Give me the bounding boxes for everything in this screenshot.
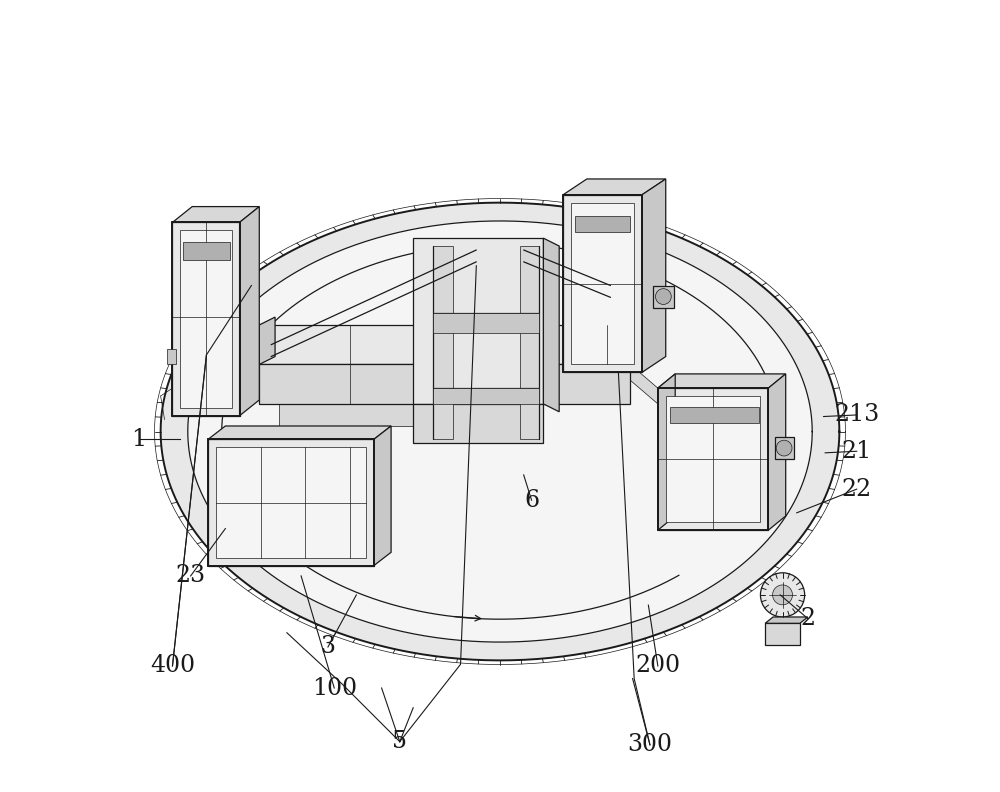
Polygon shape bbox=[775, 437, 794, 459]
Polygon shape bbox=[666, 396, 760, 522]
Polygon shape bbox=[520, 246, 539, 440]
Polygon shape bbox=[563, 341, 630, 360]
Polygon shape bbox=[180, 230, 232, 408]
Text: 1: 1 bbox=[131, 428, 146, 451]
Circle shape bbox=[760, 573, 805, 617]
Polygon shape bbox=[172, 223, 240, 416]
Polygon shape bbox=[658, 374, 786, 388]
Polygon shape bbox=[374, 426, 391, 565]
Text: 23: 23 bbox=[176, 565, 206, 588]
Polygon shape bbox=[433, 313, 539, 333]
Text: 3: 3 bbox=[320, 635, 335, 658]
Polygon shape bbox=[183, 242, 230, 261]
Polygon shape bbox=[563, 195, 642, 372]
Polygon shape bbox=[642, 179, 666, 372]
Polygon shape bbox=[433, 246, 453, 440]
Polygon shape bbox=[765, 617, 808, 623]
Text: 100: 100 bbox=[312, 676, 357, 699]
Polygon shape bbox=[571, 203, 634, 364]
Polygon shape bbox=[259, 325, 630, 364]
Polygon shape bbox=[413, 238, 543, 404]
Polygon shape bbox=[563, 179, 666, 195]
Polygon shape bbox=[167, 348, 176, 364]
Polygon shape bbox=[259, 317, 275, 364]
Polygon shape bbox=[768, 374, 786, 530]
Text: 6: 6 bbox=[524, 489, 539, 512]
Text: 300: 300 bbox=[627, 733, 672, 756]
Text: 22: 22 bbox=[842, 478, 872, 501]
Polygon shape bbox=[658, 374, 675, 530]
Polygon shape bbox=[765, 623, 800, 645]
Polygon shape bbox=[208, 426, 391, 440]
Polygon shape bbox=[208, 440, 374, 565]
Circle shape bbox=[776, 440, 792, 456]
Text: 2: 2 bbox=[800, 607, 815, 630]
Text: 213: 213 bbox=[834, 403, 879, 426]
Polygon shape bbox=[259, 364, 630, 404]
Polygon shape bbox=[543, 238, 559, 412]
Polygon shape bbox=[216, 447, 366, 558]
Text: 21: 21 bbox=[842, 440, 872, 463]
Text: 400: 400 bbox=[150, 654, 195, 677]
Polygon shape bbox=[630, 317, 646, 364]
Polygon shape bbox=[658, 388, 768, 530]
Polygon shape bbox=[670, 407, 759, 423]
Text: 200: 200 bbox=[635, 654, 680, 677]
Polygon shape bbox=[172, 207, 259, 223]
Circle shape bbox=[655, 288, 671, 304]
Polygon shape bbox=[240, 207, 259, 416]
Polygon shape bbox=[653, 285, 674, 307]
Text: 5: 5 bbox=[392, 730, 407, 753]
Polygon shape bbox=[279, 404, 413, 426]
Polygon shape bbox=[279, 426, 374, 440]
Polygon shape bbox=[433, 388, 539, 404]
Polygon shape bbox=[161, 203, 839, 661]
Polygon shape bbox=[240, 341, 259, 380]
Polygon shape bbox=[630, 364, 658, 404]
Circle shape bbox=[773, 585, 792, 605]
Polygon shape bbox=[188, 221, 812, 642]
Polygon shape bbox=[413, 404, 543, 444]
Polygon shape bbox=[575, 216, 630, 232]
